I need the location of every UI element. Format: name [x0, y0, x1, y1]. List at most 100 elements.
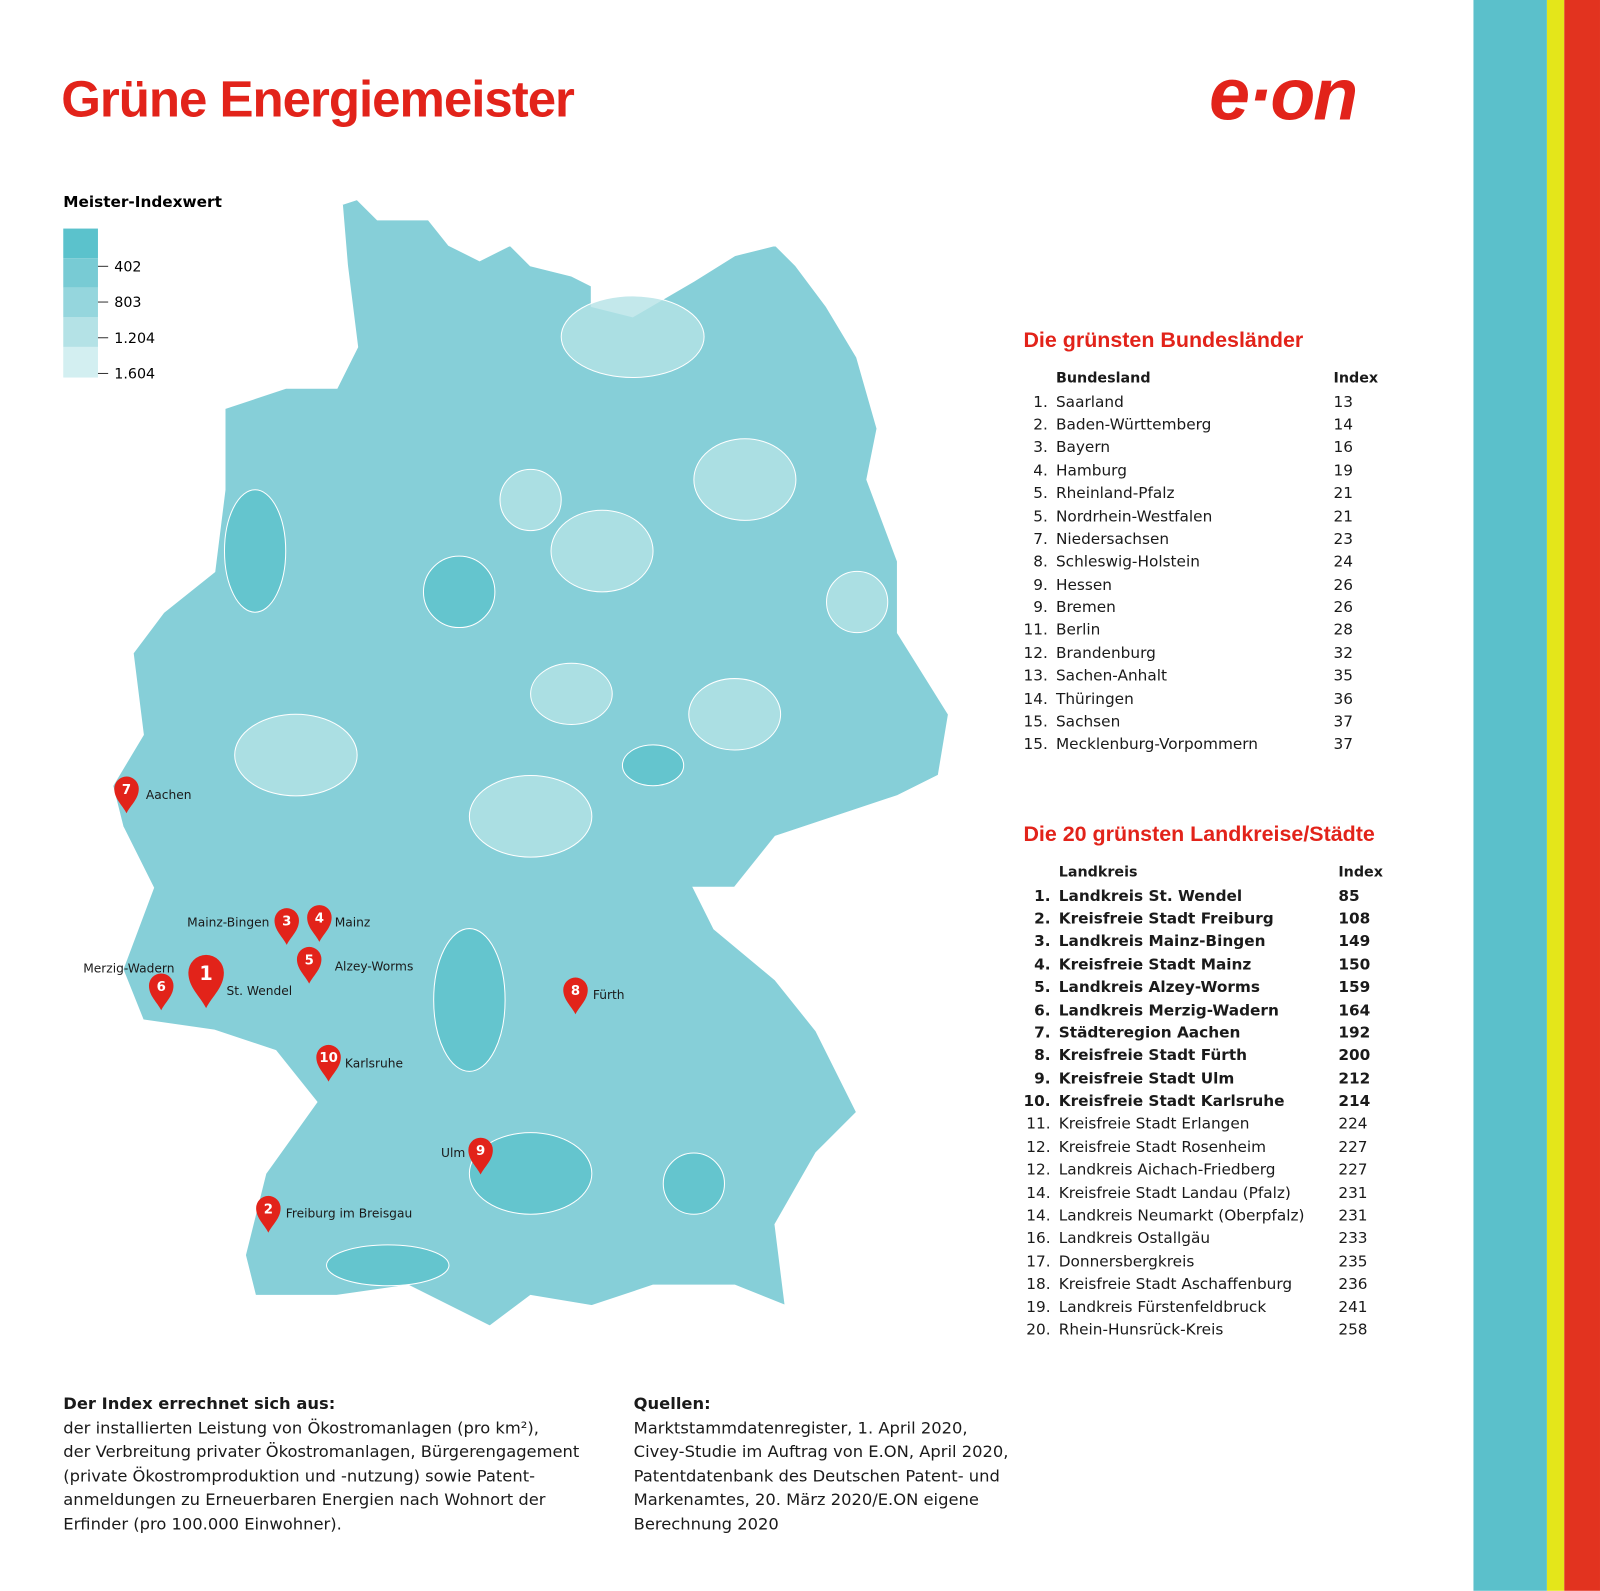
name: Bayern [1055, 438, 1111, 457]
legend-label: 1.204 [114, 331, 155, 347]
rank: 10. [1023, 1091, 1051, 1111]
rank: 19. [1026, 1297, 1051, 1316]
marker-number: 7 [122, 783, 131, 798]
index: 150 [1338, 954, 1371, 974]
index: 32 [1333, 643, 1354, 663]
index: 214 [1338, 1091, 1371, 1111]
table-row: 5. Rheinland-Pfalz 21 [1023, 482, 1378, 505]
rank: 8. [1033, 552, 1048, 571]
rank: 9. [1033, 575, 1048, 594]
marker: 8 [563, 977, 588, 1015]
name: Landkreis Mainz-Bingen [1058, 931, 1266, 951]
rank: 5. [1034, 977, 1051, 997]
index: 16 [1333, 438, 1354, 457]
name: Rhein-Hunsrück-Kreis [1058, 1320, 1224, 1339]
index: 19 [1333, 460, 1354, 480]
marker: 3 [274, 908, 299, 945]
table-row: 17. Donnersbergkreis 235 [1023, 1250, 1382, 1273]
table-row: 9. Bremen 26 [1023, 596, 1378, 619]
index: 200 [1338, 1046, 1371, 1065]
table-row: 1. Saarland 13 [1023, 390, 1378, 413]
index: 231 [1338, 1183, 1368, 1202]
table-row: 14. Landkreis Neumarkt (Oberpfalz) 231 [1023, 1204, 1382, 1227]
states-section: Die grünsten Bundesländer Bundesland Inde… [1023, 329, 1378, 756]
marker-label: Merzig-Wadern [83, 961, 174, 975]
note-title: Quellen: [633, 1393, 711, 1414]
column-header: Index [1333, 370, 1379, 387]
name: Baden-Württemberg [1055, 415, 1212, 434]
table-row: 12. Landkreis Aichach-Friedberg 227 [1023, 1158, 1382, 1181]
name: Saarland [1055, 392, 1124, 411]
index: 224 [1338, 1114, 1368, 1134]
table-row: 12. Kreisfreie Stadt Rosenheim 227 [1023, 1135, 1382, 1158]
index: 37 [1333, 712, 1354, 731]
index: 26 [1333, 598, 1354, 617]
title: Grüne Energiemeister [61, 70, 575, 128]
marker-number: 2 [264, 1202, 273, 1217]
logo: e·on [1209, 54, 1358, 136]
pin [316, 1044, 341, 1082]
index: 149 [1338, 931, 1371, 951]
marker: 2 [256, 1195, 281, 1233]
index: 21 [1333, 506, 1354, 526]
rank: 9. [1034, 1069, 1051, 1088]
index: 14 [1333, 415, 1354, 434]
rank: 18. [1026, 1274, 1051, 1294]
table-row: 10. Kreisfreie Stadt Karlsruhe 214 [1023, 1090, 1382, 1113]
table-row: 14. Kreisfreie Stadt Landau (Pfalz) 231 [1023, 1181, 1382, 1204]
pin [468, 1137, 493, 1175]
table-row: 15. Mecklenburg-Vorpommern 37 [1023, 733, 1378, 756]
marker-label: Aachen [146, 788, 192, 802]
pin [148, 973, 174, 1011]
table-row: 1. Landkreis St. Wendel 85 [1023, 884, 1382, 907]
legend-label: 803 [114, 295, 141, 311]
pin [114, 776, 139, 814]
rank: 15. [1023, 735, 1048, 754]
rank: 5. [1033, 506, 1048, 526]
table-title: Die grünsten Bundesländer [1023, 328, 1304, 353]
rank: 20. [1026, 1320, 1051, 1339]
table-row: 9. Kreisfreie Stadt Ulm 212 [1023, 1067, 1382, 1090]
marker: 5 [296, 946, 322, 984]
method-note: Der Index errechnet sich aus: der install… [63, 1392, 579, 1536]
name: Hamburg [1055, 460, 1127, 480]
table-row: 2. Baden-Württemberg 14 [1023, 413, 1378, 436]
legend-label: 402 [114, 259, 141, 275]
marker-label: St. Wendel [227, 984, 293, 998]
rank: 14. [1023, 689, 1048, 708]
index: 164 [1338, 1000, 1371, 1019]
name: Sachen-Anhalt [1055, 666, 1168, 685]
pin [296, 946, 322, 984]
index: 21 [1333, 483, 1354, 503]
name: Schleswig-Holstein [1055, 552, 1200, 571]
rank: 12. [1026, 1160, 1051, 1179]
stripe [1564, 0, 1600, 1591]
name: Kreisfreie Stadt Landau (Pfalz) [1058, 1183, 1291, 1202]
table-row: 6. Landkreis Merzig-Wadern 164 [1023, 998, 1382, 1021]
column-header: Bundesland [1055, 370, 1151, 387]
marker-label: Mainz [335, 916, 371, 930]
name: Donnersbergkreis [1058, 1251, 1195, 1271]
rank: 12. [1023, 643, 1048, 663]
name: Kreisfreie Stadt Erlangen [1058, 1114, 1250, 1134]
marker-number: 1 [199, 962, 212, 985]
table-row: 11. Berlin 28 [1023, 619, 1378, 642]
table-row: 20. Rhein-Hunsrück-Kreis 258 [1023, 1318, 1382, 1341]
name: Kreisfreie Stadt Karlsruhe [1058, 1091, 1285, 1111]
note-line: anmeldungen zu Erneuerbaren Energien nac… [63, 1489, 546, 1510]
table-row: 4. Hamburg 19 [1023, 459, 1378, 482]
column-header: Landkreis [1058, 864, 1138, 881]
name: Sachsen [1055, 712, 1121, 731]
name: Landkreis Merzig-Wadern [1058, 1000, 1279, 1019]
pin [274, 908, 299, 945]
marker-number: 9 [476, 1144, 485, 1159]
name: Kreisfreie Stadt Mainz [1058, 954, 1252, 974]
table-row: 9. Hessen 26 [1023, 573, 1378, 596]
states-table: Bundesland Index 1. Saarland 13 2. Baden-Württ… [1023, 367, 1378, 755]
marker-label: Alzey-Worms [335, 959, 414, 973]
rank: 3. [1034, 931, 1051, 951]
index: 227 [1338, 1137, 1368, 1156]
name: Kreisfreie Stadt Ulm [1058, 1069, 1235, 1088]
rank: 14. [1026, 1183, 1051, 1202]
table-row: 15. Sachsen 37 [1023, 710, 1378, 733]
